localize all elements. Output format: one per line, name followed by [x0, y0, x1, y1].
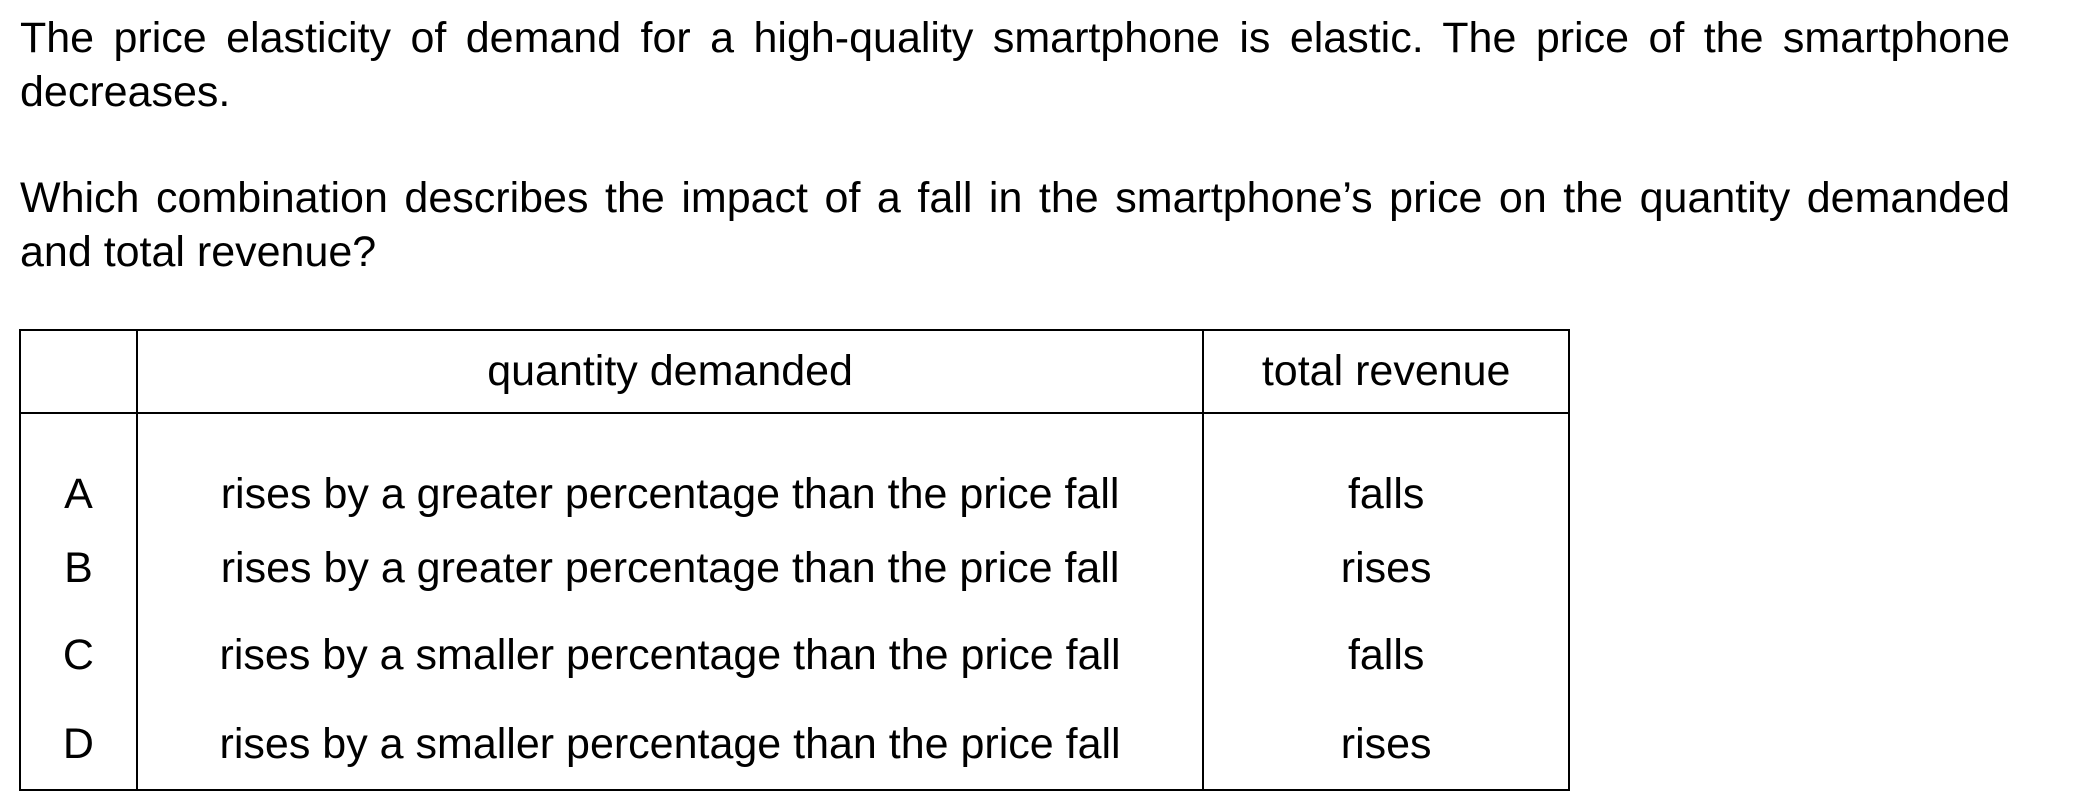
option-quantity: rises by a greater percentage than the p… [135, 413, 1205, 525]
header-letter [19, 329, 138, 414]
question-stem: The price elasticity of demand for a hig… [20, 14, 2010, 116]
option-revenue: rises [1202, 699, 1570, 791]
option-quantity: rises by a smaller percentage than the p… [135, 612, 1205, 699]
option-row-b: B rises by a greater percentage than the… [19, 525, 1570, 612]
option-letter: C [19, 612, 138, 699]
option-letter: A [19, 413, 138, 525]
option-revenue: falls [1202, 413, 1570, 525]
answer-options-table: quantity demanded total revenue A rises … [19, 329, 1570, 791]
option-letter: B [19, 525, 138, 612]
table-header-row: quantity demanded total revenue [19, 329, 1570, 414]
header-quantity-demanded: quantity demanded [135, 329, 1205, 414]
option-row-d: D rises by a smaller percentage than the… [19, 699, 1570, 791]
option-revenue: rises [1202, 525, 1570, 612]
option-quantity: rises by a greater percentage than the p… [135, 525, 1205, 612]
option-letter: D [19, 699, 138, 791]
option-revenue: falls [1202, 612, 1570, 699]
option-row-c: C rises by a smaller percentage than the… [19, 612, 1570, 699]
question-prompt: Which combination describes the impact o… [20, 174, 2010, 276]
header-total-revenue: total revenue [1202, 329, 1570, 414]
option-quantity: rises by a smaller percentage than the p… [135, 699, 1205, 791]
option-row-a: A rises by a greater percentage than the… [19, 413, 1570, 525]
